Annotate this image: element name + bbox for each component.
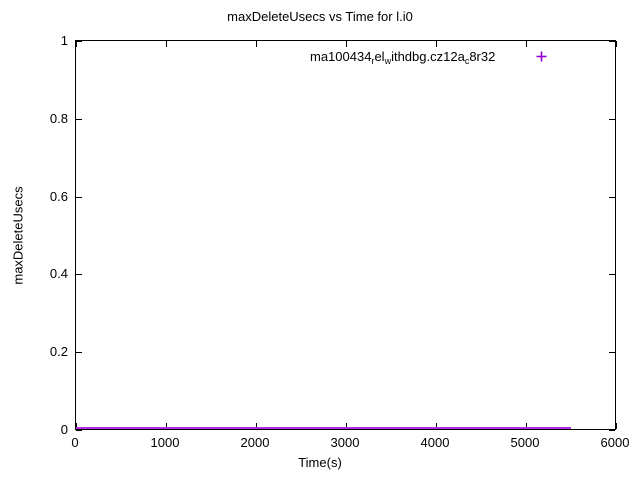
x-tick-top-4 [436, 41, 437, 47]
x-tick-top-2 [256, 41, 257, 47]
x-tick-0 [76, 423, 77, 429]
x-tick-6 [616, 423, 617, 429]
y-tick-labels: 0 0.2 0.4 0.6 0.8 1 [0, 0, 68, 480]
y-tick-2 [76, 274, 82, 275]
x-tick-4 [436, 423, 437, 429]
x-tick-top-6 [616, 41, 617, 47]
y-tick-label-1: 0.2 [49, 344, 68, 360]
x-tick-top-0 [76, 41, 77, 47]
y-tick-label-0: 0 [60, 422, 68, 437]
x-tick-top-5 [526, 41, 527, 47]
x-tick-1 [166, 423, 167, 429]
x-tick-label-6: 6000 [600, 435, 630, 450]
y-tick-label-3: 0.6 [49, 188, 68, 204]
data-series-layer [76, 41, 615, 429]
x-tick-2 [256, 423, 257, 429]
x-tick-label-1: 1000 [150, 435, 180, 450]
legend-plus-icon [531, 51, 551, 62]
y-tick-4 [76, 119, 82, 120]
y-tick-right-5 [609, 41, 615, 42]
y-tick-label-4: 0.8 [49, 110, 68, 126]
x-tick-labels: 0 1000 2000 3000 4000 5000 6000 [0, 436, 640, 454]
y-tick-right-2 [609, 274, 615, 275]
plot-area [75, 40, 617, 431]
x-tick-label-3: 3000 [330, 435, 360, 450]
x-axis-title: Time(s) [298, 455, 342, 470]
y-tick-right-1 [609, 352, 615, 353]
y-tick-label-5: 1 [60, 33, 68, 48]
x-tick-top-3 [346, 41, 347, 47]
y-tick-right-3 [609, 197, 615, 198]
y-tick-1 [76, 352, 82, 353]
x-tick-label-5: 5000 [510, 435, 540, 450]
x-tick-3 [346, 423, 347, 429]
y-tick-5 [76, 41, 82, 42]
chart-title: maxDeleteUsecs vs Time for l.i0 [227, 9, 413, 24]
y-tick-right-0 [609, 430, 615, 431]
y-tick-3 [76, 197, 82, 198]
x-tick-top-1 [166, 41, 167, 47]
series-band-outer [76, 427, 571, 429]
y-tick-0 [76, 430, 82, 431]
y-tick-right-4 [609, 119, 615, 120]
legend-series-label: ma100434relwithdbg.cz12ac8r32 [310, 49, 496, 66]
y-tick-label-2: 0.4 [49, 266, 68, 282]
legend: ma100434relwithdbg.cz12ac8r32 [310, 48, 551, 66]
x-tick-label-4: 4000 [420, 435, 450, 450]
x-tick-5 [526, 423, 527, 429]
x-tick-label-2: 2000 [240, 435, 270, 450]
x-tick-label-0: 0 [71, 435, 79, 450]
